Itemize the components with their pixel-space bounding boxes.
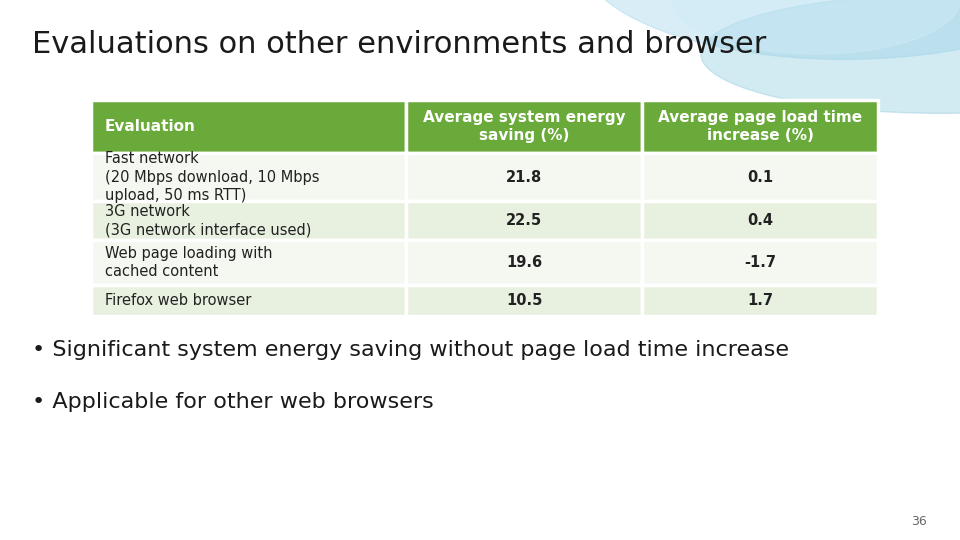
Text: • Significant system energy saving without page load time increase: • Significant system energy saving witho… [32, 340, 789, 360]
FancyBboxPatch shape [406, 240, 642, 285]
FancyBboxPatch shape [91, 201, 406, 240]
FancyBboxPatch shape [642, 153, 878, 201]
Text: Evaluations on other environments and browser: Evaluations on other environments and br… [32, 30, 766, 59]
FancyBboxPatch shape [91, 100, 406, 153]
Text: 36: 36 [911, 515, 926, 528]
FancyBboxPatch shape [406, 153, 642, 201]
FancyBboxPatch shape [642, 240, 878, 285]
FancyBboxPatch shape [642, 285, 878, 316]
FancyBboxPatch shape [406, 285, 642, 316]
Text: Web page loading with
cached content: Web page loading with cached content [105, 246, 272, 279]
Text: 0.4: 0.4 [747, 213, 774, 228]
Ellipse shape [672, 0, 960, 54]
Text: Fast network
(20 Mbps download, 10 Mbps
upload, 50 ms RTT): Fast network (20 Mbps download, 10 Mbps … [105, 151, 319, 203]
Text: Evaluation: Evaluation [105, 119, 196, 134]
Text: 10.5: 10.5 [506, 293, 542, 308]
Text: Firefox web browser: Firefox web browser [105, 293, 251, 308]
Text: 19.6: 19.6 [506, 255, 542, 270]
Text: • Applicable for other web browsers: • Applicable for other web browsers [32, 392, 433, 411]
FancyBboxPatch shape [406, 201, 642, 240]
Text: 1.7: 1.7 [747, 293, 774, 308]
Text: 0.1: 0.1 [747, 170, 774, 185]
Text: Average page load time
increase (%): Average page load time increase (%) [659, 110, 862, 143]
Text: Average system energy
saving (%): Average system energy saving (%) [422, 110, 626, 143]
FancyBboxPatch shape [91, 240, 406, 285]
Ellipse shape [581, 0, 960, 59]
FancyBboxPatch shape [642, 100, 878, 153]
Text: -1.7: -1.7 [744, 255, 777, 270]
Text: 3G network
(3G network interface used): 3G network (3G network interface used) [105, 204, 311, 238]
FancyBboxPatch shape [91, 153, 406, 201]
FancyBboxPatch shape [642, 201, 878, 240]
Text: 21.8: 21.8 [506, 170, 542, 185]
FancyBboxPatch shape [91, 285, 406, 316]
FancyBboxPatch shape [406, 100, 642, 153]
Ellipse shape [701, 0, 960, 113]
Text: 22.5: 22.5 [506, 213, 542, 228]
